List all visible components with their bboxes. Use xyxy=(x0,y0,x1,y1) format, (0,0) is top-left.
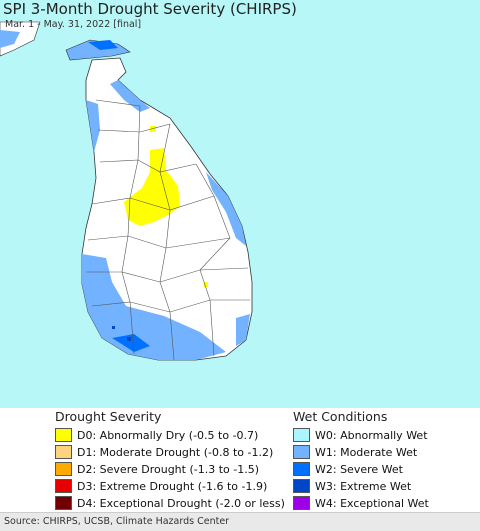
swatch-w1 xyxy=(293,445,310,459)
wet-north-west xyxy=(86,100,100,152)
legend-label-w0: W0: Abnormally Wet xyxy=(315,428,428,442)
ocean xyxy=(0,0,480,408)
legend-label-d2: D2: Severe Drought (-1.3 to -1.5) xyxy=(77,462,260,476)
legend-item-d2: D2: Severe Drought (-1.3 to -1.5) xyxy=(55,462,259,476)
district-boundaries xyxy=(86,99,250,361)
wet-west-coast xyxy=(82,254,226,360)
legend-item-d0: D0: Abnormally Dry (-0.5 to -0.7) xyxy=(55,428,258,442)
legend-label-d0: D0: Abnormally Dry (-0.5 to -0.7) xyxy=(77,428,259,442)
swatch-w2 xyxy=(293,462,310,476)
wet-legend-heading: Wet Conditions xyxy=(293,409,388,424)
legend-item-d1: D1: Moderate Drought (-0.8 to -1.2) xyxy=(55,445,273,459)
swatch-d3 xyxy=(55,479,72,493)
legend-item-w4: W4: Exceptional Wet xyxy=(293,496,429,510)
map-title: SPI 3-Month Drought Severity (CHIRPS) xyxy=(3,0,297,18)
source-credit: Source: CHIRPS, UCSB, Climate Hazards Ce… xyxy=(4,516,230,527)
legend: Drought Severity Wet Conditions D0: Abno… xyxy=(0,408,480,513)
extreme-wet-spot-2 xyxy=(112,326,115,329)
swatch-w3 xyxy=(293,479,310,493)
extreme-wet-spot xyxy=(127,337,131,341)
legend-item-d3: D3: Extreme Drought (-1.6 to -1.9) xyxy=(55,479,267,493)
legend-item-w1: W1: Moderate Wet xyxy=(293,445,417,459)
swatch-d4 xyxy=(55,496,72,510)
footer: Source: CHIRPS, UCSB, Climate Hazards Ce… xyxy=(0,512,480,531)
legend-label-w4: W4: Exceptional Wet xyxy=(315,496,429,510)
swatch-d2 xyxy=(55,462,72,476)
legend-item-w2: W2: Severe Wet xyxy=(293,462,403,476)
swatch-w4 xyxy=(293,496,310,510)
drought-map xyxy=(0,0,480,408)
india-landmass xyxy=(0,21,41,57)
legend-label-d1: D1: Moderate Drought (-0.8 to -1.2) xyxy=(77,445,274,459)
drought-legend-heading: Drought Severity xyxy=(55,409,162,424)
wet-south-east xyxy=(236,314,250,346)
dry-central-north xyxy=(124,148,180,226)
swatch-w0 xyxy=(293,428,310,442)
legend-label-d4: D4: Exceptional Drought (-2.0 or less) xyxy=(77,496,285,510)
legend-label-d3: D3: Extreme Drought (-1.6 to -1.9) xyxy=(77,479,268,493)
legend-item-d4: D4: Exceptional Drought (-2.0 or less) xyxy=(55,496,285,510)
jaffna-strong-wet xyxy=(88,40,118,50)
severe-wet-south xyxy=(112,334,150,352)
india-wet-area xyxy=(0,30,20,48)
dry-spot-south xyxy=(204,282,208,287)
dry-spot-north xyxy=(150,126,156,132)
swatch-d0 xyxy=(55,428,72,442)
wet-north-east xyxy=(110,80,150,112)
swatch-d1 xyxy=(55,445,72,459)
map-subtitle: Mar. 1 - May. 31, 2022 [final] xyxy=(5,19,142,30)
legend-item-w0: W0: Abnormally Wet xyxy=(293,428,428,442)
legend-item-w3: W3: Extreme Wet xyxy=(293,479,411,493)
legend-label-w2: W2: Severe Wet xyxy=(315,462,403,476)
wet-east-coast xyxy=(206,172,246,246)
legend-label-w1: W1: Moderate Wet xyxy=(315,445,418,459)
legend-label-w3: W3: Extreme Wet xyxy=(315,479,412,493)
